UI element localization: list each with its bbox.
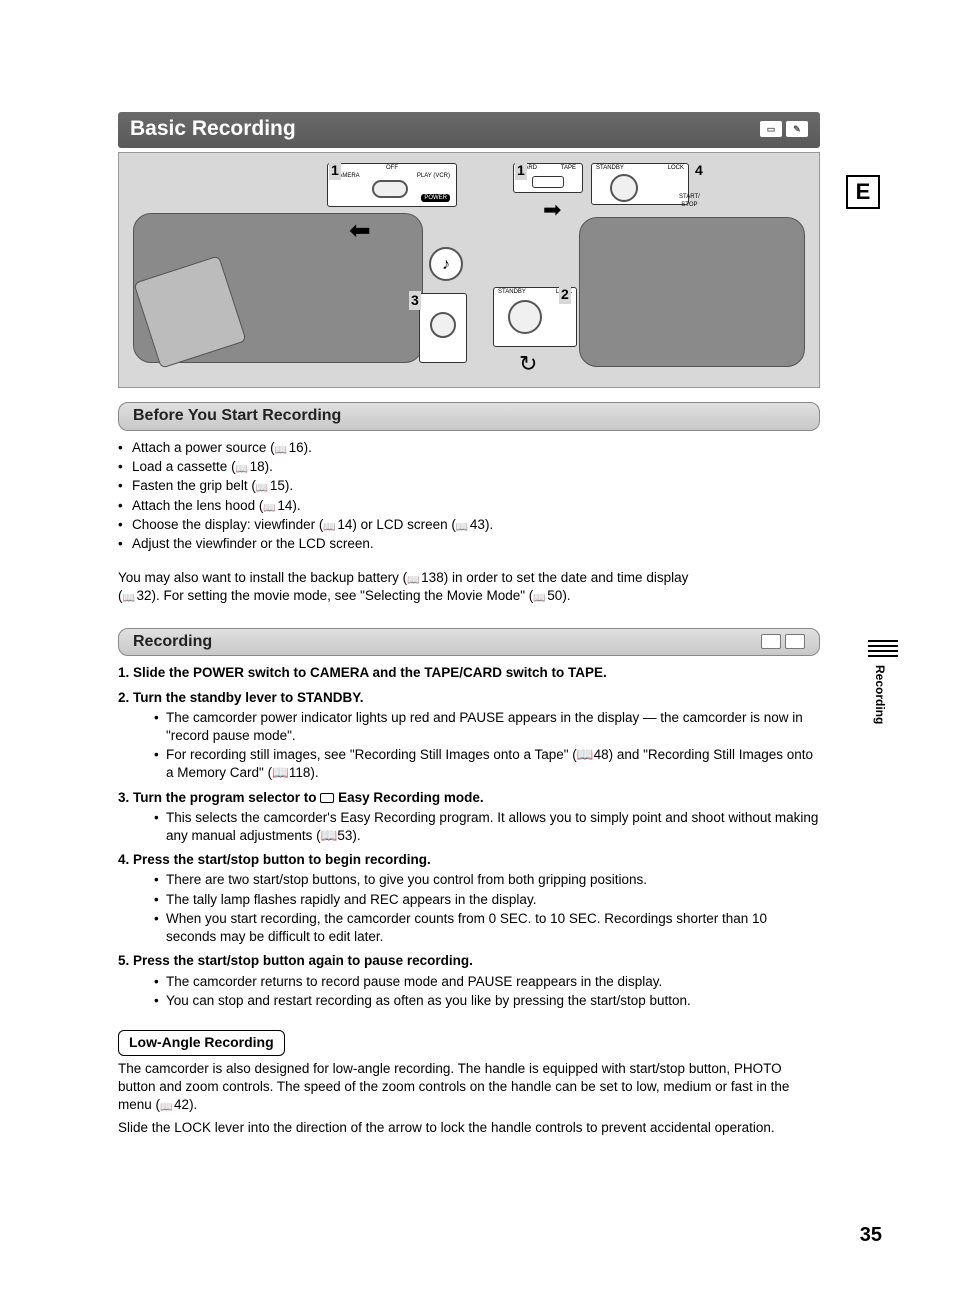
- beep-icon: ♪: [429, 247, 463, 281]
- section-title: Basic Recording: [130, 115, 296, 143]
- before-header: Before You Start Recording: [118, 402, 820, 431]
- page-ref-icon: [407, 570, 421, 588]
- step-4: 4. Press the start/stop button to begin …: [118, 851, 820, 946]
- page-ref-icon: [323, 517, 337, 535]
- callout-num-1b: 1: [515, 161, 527, 180]
- tape-small-icon: [761, 634, 781, 649]
- before-item: Attach a power source (16).: [118, 439, 820, 457]
- label-standby-bottom: STANDBY: [498, 288, 526, 296]
- callout-num-4: 4: [693, 161, 705, 180]
- page-ref-icon: [275, 440, 289, 458]
- tape-mode-icon: ▭: [760, 121, 782, 137]
- camcorder-illustration: OFF CAMERA PLAY (VCR) POWER 1 CARD TAPE …: [118, 152, 820, 388]
- step-sub: The camcorder power indicator lights up …: [154, 709, 820, 745]
- recording-header: Recording: [118, 628, 820, 657]
- step-sub: The camcorder returns to record pause mo…: [154, 973, 820, 991]
- arrow-curve-icon: ↻: [519, 349, 537, 379]
- low-angle-p2: Slide the LOCK lever into the direction …: [118, 1119, 820, 1137]
- recording-steps: 1. Slide the POWER switch to CAMERA and …: [118, 664, 820, 1010]
- side-tab-label: Recording: [872, 665, 888, 724]
- step-sub: You can stop and restart recording as of…: [154, 992, 820, 1010]
- before-extra: You may also want to install the backup …: [118, 569, 820, 605]
- standby-dial-bottom: [508, 300, 542, 334]
- title-mode-icons: ▭ ✎: [760, 121, 808, 137]
- page-ref-icon: [236, 459, 250, 477]
- label-play: PLAY (VCR): [417, 172, 450, 180]
- power-dial-shape: [372, 180, 408, 198]
- arrow-left-icon: ⬅: [349, 213, 371, 248]
- label-start-stop: START/ STOP: [679, 193, 700, 209]
- recording-header-icons: [761, 634, 805, 649]
- before-item: Attach the lens hood (14).: [118, 497, 820, 515]
- low-angle-p1: The camcorder is also designed for low-a…: [118, 1060, 820, 1115]
- language-badge: E: [846, 175, 880, 209]
- step-sub: There are two start/stop buttons, to giv…: [154, 871, 820, 889]
- callout-standby-top: STANDBY LOCK: [591, 163, 689, 205]
- recording-header-text: Recording: [133, 631, 212, 653]
- page-number: 35: [860, 1222, 882, 1249]
- side-tab-lines-icon: [862, 640, 898, 657]
- label-off: OFF: [328, 164, 456, 172]
- remote-small-icon: [785, 634, 805, 649]
- standby-dial-top: [610, 174, 638, 202]
- callout-num-1a: 1: [329, 161, 341, 180]
- before-item: Adjust the viewfinder or the LCD screen.: [118, 535, 820, 553]
- step-sub: For recording still images, see "Recordi…: [154, 746, 820, 782]
- cassette-dial: [430, 312, 456, 338]
- card-tape-switch: [532, 176, 564, 188]
- callout-cassette: [419, 293, 467, 363]
- step-sub: This selects the camcorder's Easy Record…: [154, 809, 820, 845]
- low-angle-label: Low-Angle Recording: [118, 1030, 285, 1056]
- label-standby-top: STANDBY: [596, 164, 624, 172]
- label-tape: TAPE: [561, 164, 576, 172]
- before-item: Choose the display: viewfinder (14) or L…: [118, 516, 820, 534]
- callout-power-switch: OFF CAMERA PLAY (VCR) POWER: [327, 163, 457, 207]
- step-1: 1. Slide the POWER switch to CAMERA and …: [118, 664, 820, 682]
- camcorder-right: [579, 217, 805, 367]
- before-header-text: Before You Start Recording: [133, 405, 341, 427]
- step-5: 5. Press the start/stop button again to …: [118, 952, 820, 1010]
- page-ref-icon: [160, 1097, 174, 1115]
- arrow-right-icon: ➡: [543, 195, 561, 225]
- callout-num-3: 3: [409, 291, 421, 310]
- side-tab: Recording: [862, 640, 898, 724]
- page-ref-icon: [456, 517, 470, 535]
- page-ref-icon: [123, 588, 137, 606]
- step-sub: When you start recording, the camcorder …: [154, 910, 820, 946]
- callout-num-2: 2: [559, 285, 571, 304]
- step-sub: The tally lamp flashes rapidly and REC a…: [154, 891, 820, 909]
- page-ref-icon: [263, 498, 277, 516]
- before-list: Attach a power source (16). Load a casse…: [118, 439, 820, 553]
- easy-mode-rect-icon: [320, 793, 334, 803]
- page-ref-icon: [256, 478, 270, 496]
- step-2: 2. Turn the standby lever to STANDBY. Th…: [118, 689, 820, 783]
- label-lock-top: LOCK: [668, 164, 684, 172]
- before-item: Fasten the grip belt (15).: [118, 477, 820, 495]
- section-title-bar: Basic Recording ▭ ✎: [118, 112, 820, 148]
- before-item: Load a cassette (18).: [118, 458, 820, 476]
- page-ref-icon: [533, 588, 547, 606]
- step-3: 3. Turn the program selector to Easy Rec…: [118, 789, 820, 846]
- remote-mode-icon: ✎: [786, 121, 808, 137]
- label-power-word: POWER: [421, 194, 450, 202]
